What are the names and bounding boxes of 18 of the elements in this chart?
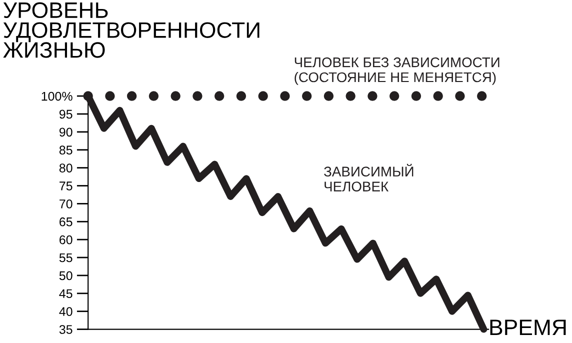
y-tick-label: 80 (59, 164, 72, 172)
y-tick-label: 70 (60, 199, 72, 208)
y-tick-label: 95 (59, 110, 72, 119)
y-tick-label: 40 (59, 307, 72, 316)
y-axis-title: УРОВЕНЬ УДОВЛЕТВОРЕННОСТИ ЖИЗНЬЮ (3, 2, 260, 58)
series-label: ЧЕЛОВЕК БЕЗ ЗАВИСИМОСТИ (СОСТОЯНИЕ НЕ МЕНЯЕТСЯ) (294, 57, 500, 85)
y-tick-label: 55 (59, 253, 72, 262)
y-tick-label: 60 (60, 235, 72, 244)
y-tick-label: 35 (59, 325, 72, 334)
y-tick-label: 50 (59, 271, 72, 280)
x-axis-title: ВРЕМЯ (490, 320, 566, 336)
y-tick-label: 75 (60, 182, 72, 190)
series-label: ЗАВИСИМЫЙ ЧЕЛОВЕК (324, 164, 414, 192)
y-tick-label: 100% (42, 92, 72, 101)
y-tick-label: 65 (60, 217, 72, 226)
y-tick-label: 85 (59, 146, 72, 155)
y-tick-label: 45 (59, 289, 72, 298)
y-tick-label: 90 (59, 128, 72, 137)
